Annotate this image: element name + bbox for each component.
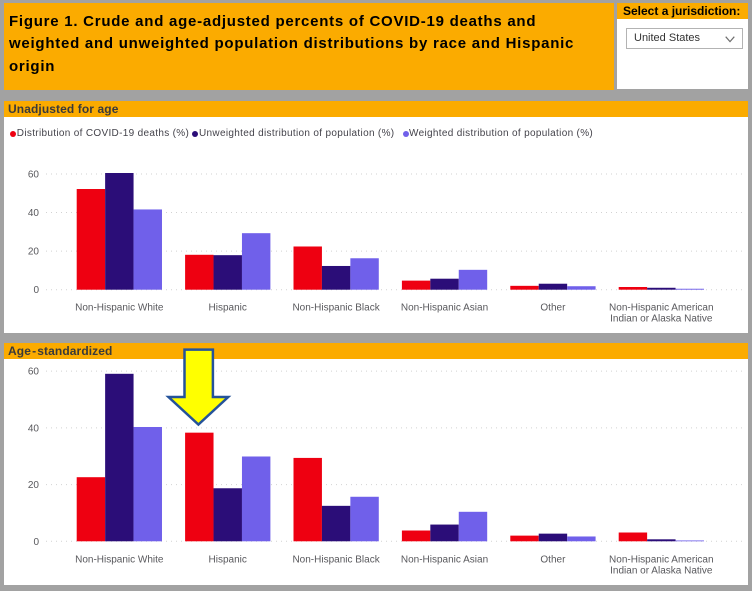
svg-text:Non-Hispanic American: Non-Hispanic American (609, 555, 714, 566)
svg-text:Non-Hispanic American: Non-Hispanic American (609, 302, 714, 313)
svg-text:20: 20 (28, 480, 40, 491)
svg-text:Non-Hispanic Asian: Non-Hispanic Asian (401, 302, 488, 313)
svg-text:Indian or Alaska Native: Indian or Alaska Native (610, 566, 713, 577)
svg-text:Hispanic: Hispanic (209, 302, 247, 313)
svg-text:Non-Hispanic Black: Non-Hispanic Black (292, 555, 380, 566)
svg-text:0: 0 (33, 537, 39, 548)
svg-text:Non-Hispanic White: Non-Hispanic White (75, 555, 164, 566)
svg-text:Non-Hispanic White: Non-Hispanic White (75, 302, 164, 313)
svg-text:0: 0 (33, 285, 39, 296)
svg-text:Hispanic: Hispanic (209, 555, 247, 566)
svg-text:40: 40 (28, 423, 40, 434)
svg-text:Other: Other (540, 555, 566, 566)
svg-text:40: 40 (28, 208, 40, 219)
svg-text:Non-Hispanic Black: Non-Hispanic Black (292, 302, 380, 313)
svg-text:60: 60 (28, 169, 40, 180)
svg-text:60: 60 (28, 367, 40, 378)
svg-text:Other: Other (540, 302, 566, 313)
svg-text:20: 20 (28, 247, 40, 258)
svg-text:Indian or Alaska Native: Indian or Alaska Native (610, 314, 713, 325)
svg-text:Non-Hispanic Asian: Non-Hispanic Asian (401, 555, 488, 566)
